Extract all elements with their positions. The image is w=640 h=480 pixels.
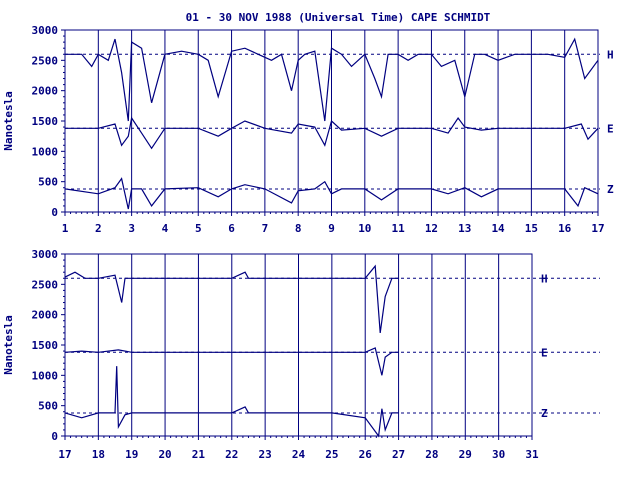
y-tick-label: 2500 (32, 278, 59, 291)
x-tick-label: 22 (225, 448, 238, 461)
x-tick-label: 16 (558, 222, 572, 235)
series-label-z: Z (607, 183, 614, 196)
x-tick-label: 30 (492, 448, 505, 461)
series-label-h: H (607, 48, 614, 61)
y-axis-label: Nanotesla (2, 91, 15, 151)
x-tick-label: 17 (58, 448, 71, 461)
y-tick-label: 500 (38, 400, 58, 413)
x-tick-label: 25 (325, 448, 338, 461)
x-tick-label: 14 (491, 222, 505, 235)
y-tick-label: 500 (38, 176, 58, 189)
x-tick-label: 12 (425, 222, 438, 235)
x-tick-label: 27 (392, 448, 405, 461)
x-tick-label: 28 (425, 448, 438, 461)
x-tick-label: 4 (162, 222, 169, 235)
chart-title: 01 - 30 NOV 1988 (Universal Time) CAPE S… (186, 11, 491, 24)
x-tick-label: 29 (459, 448, 472, 461)
x-tick-label: 24 (292, 448, 306, 461)
series-line-e (65, 116, 599, 150)
series-label-e: E (541, 346, 548, 359)
x-tick-label: 21 (192, 448, 206, 461)
y-tick-label: 1000 (32, 145, 59, 158)
y-tick-label: 1500 (32, 115, 59, 128)
series-label-e: E (607, 122, 614, 135)
x-tick-label: 9 (328, 222, 335, 235)
y-tick-label: 1000 (32, 369, 59, 382)
series-line-z (64, 177, 599, 210)
series-line-e (64, 347, 399, 376)
x-tick-label: 20 (158, 448, 171, 461)
x-tick-label: 15 (525, 222, 538, 235)
panel-2: 0 500 1000 1500 2000 2500 3000 17 18 19 20 21 22 23 24… (2, 248, 600, 461)
y-tick-label: 2000 (32, 309, 59, 322)
series-label-h: H (541, 272, 548, 285)
x-tick-label: 26 (359, 448, 373, 461)
series-line-h (64, 264, 399, 333)
x-tick-label: 1 (62, 222, 69, 235)
series-line-h (65, 37, 599, 122)
y-tick-label: 2500 (32, 54, 59, 67)
y-tick-label: 1500 (32, 339, 59, 352)
series-line-z (64, 366, 399, 438)
x-tick-label: 23 (259, 448, 272, 461)
x-tick-label: 2 (95, 222, 102, 235)
x-tick-label: 17 (591, 222, 604, 235)
x-tick-label: 3 (128, 222, 135, 235)
x-tick-label: 6 (228, 222, 235, 235)
y-tick-label: 0 (51, 430, 58, 443)
y-tick-label: 2000 (32, 85, 59, 98)
x-tick-label: 8 (295, 222, 302, 235)
y-tick-label: 3000 (32, 248, 59, 261)
x-tick-label: 31 (525, 448, 539, 461)
x-tick-label: 5 (195, 222, 202, 235)
x-tick-label: 18 (92, 448, 105, 461)
y-axis-label: Nanotesla (2, 315, 15, 375)
x-tick-label: 7 (262, 222, 269, 235)
x-tick-label: 10 (358, 222, 371, 235)
y-tick-label: 3000 (32, 24, 59, 37)
y-tick-label: 0 (51, 206, 58, 219)
x-tick-label: 11 (392, 222, 406, 235)
x-tick-label: 13 (458, 222, 471, 235)
x-tick-label: 19 (125, 448, 138, 461)
series-label-z: Z (541, 407, 548, 420)
